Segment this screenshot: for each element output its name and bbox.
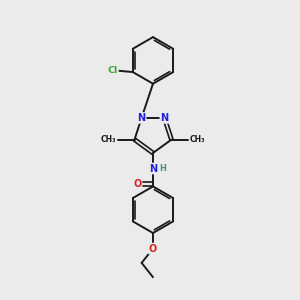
Text: CH₃: CH₃: [100, 135, 116, 144]
Text: Cl: Cl: [108, 66, 118, 75]
Text: N: N: [149, 164, 157, 173]
Text: N: N: [137, 113, 146, 123]
Text: O: O: [133, 179, 142, 189]
Text: CH₃: CH₃: [190, 135, 206, 144]
Text: O: O: [149, 244, 157, 254]
Text: H: H: [160, 164, 167, 173]
Text: N: N: [160, 113, 169, 123]
